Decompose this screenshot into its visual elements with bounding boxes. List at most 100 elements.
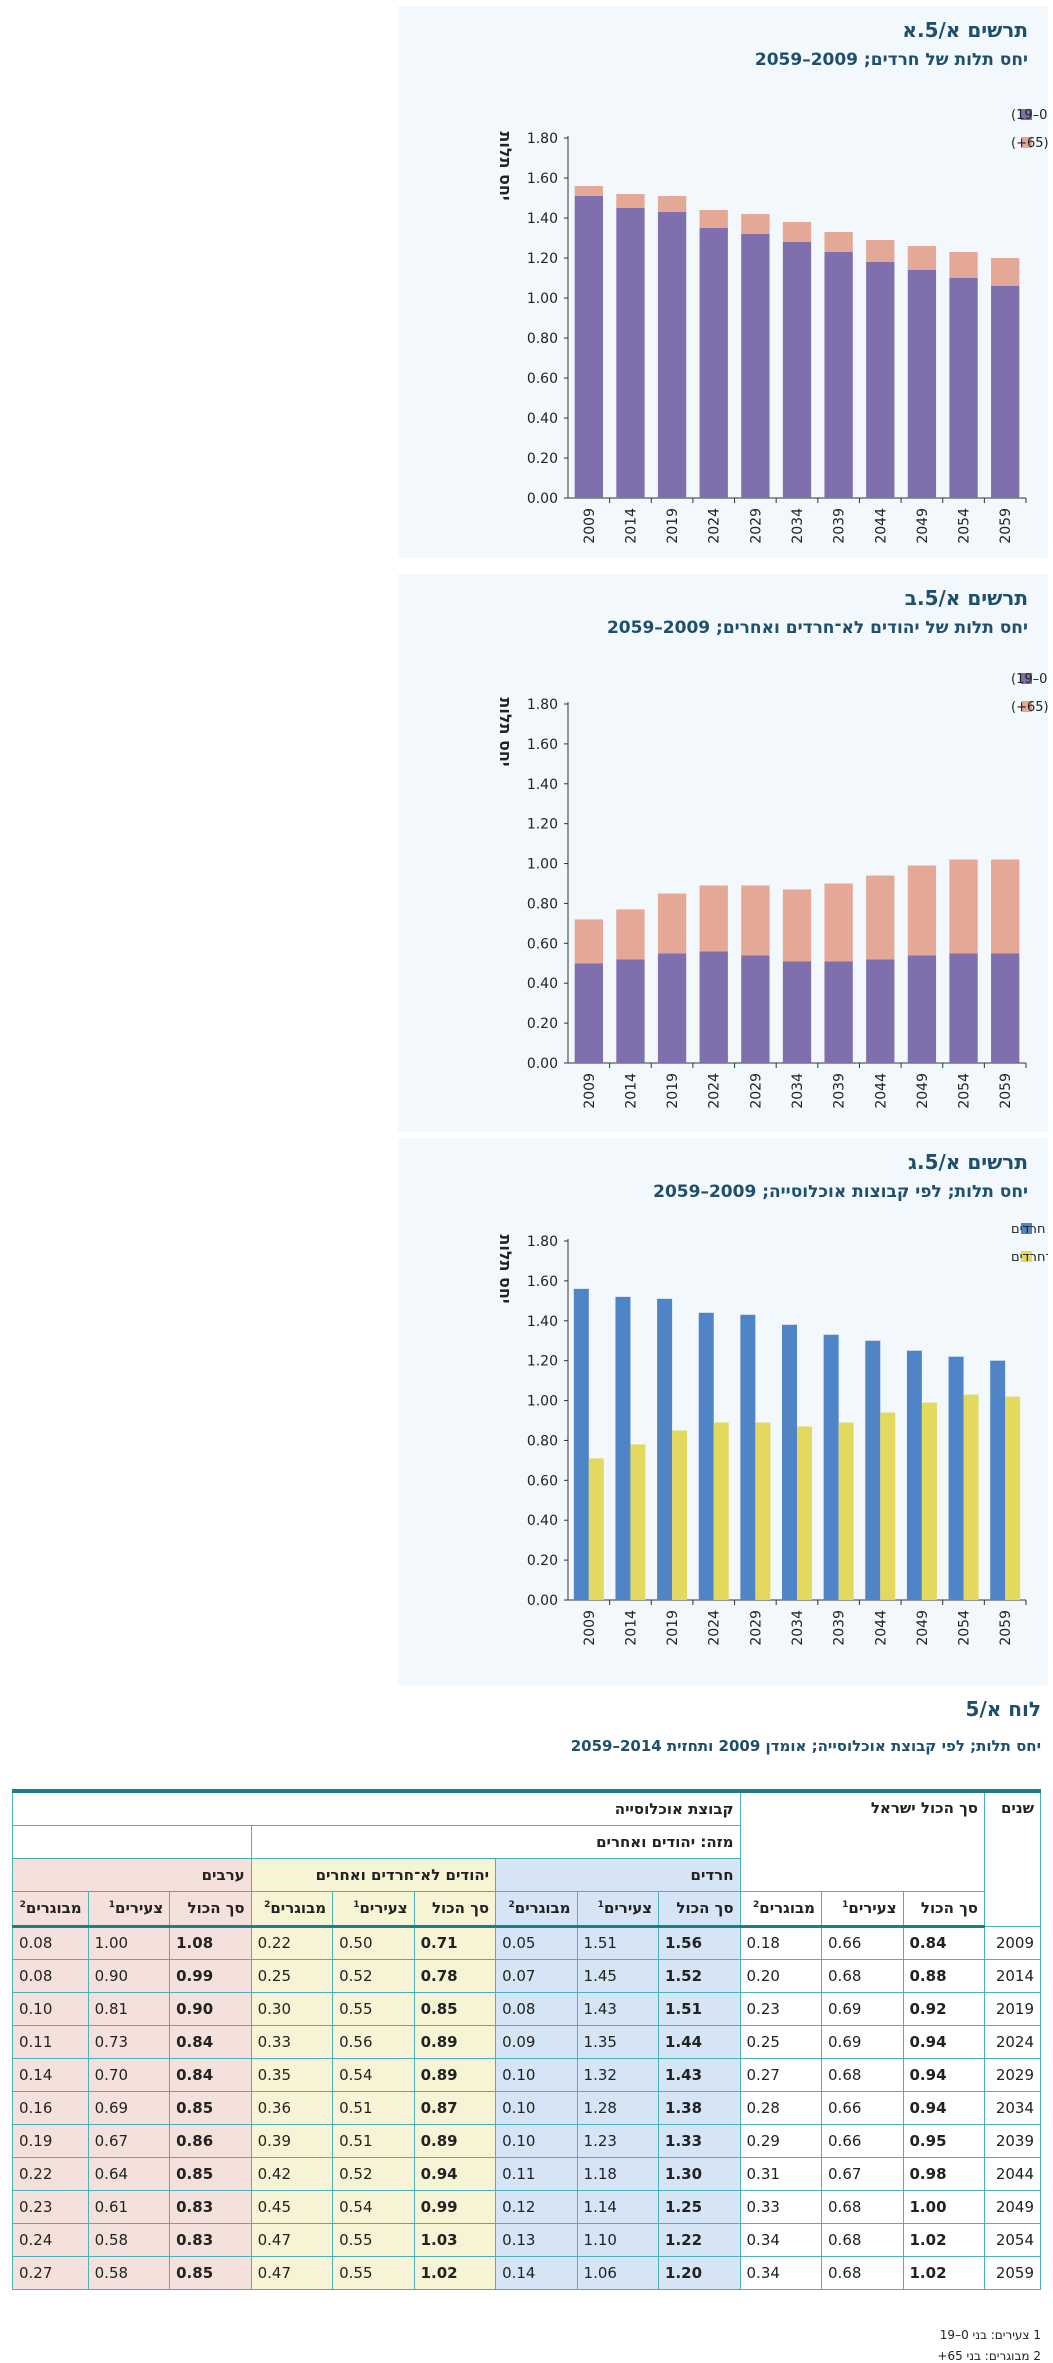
value-cell: 0.34: [739, 2222, 823, 2257]
value-cell: 0.30: [250, 1991, 334, 2026]
subheader-old: מבוגרים2: [495, 1890, 578, 1928]
value-cell: 0.61: [87, 2189, 171, 2224]
value-cell: 0.52: [332, 2156, 415, 2191]
value-cell: 0.23: [739, 1991, 823, 2026]
bar-young-2009: [574, 196, 603, 498]
y-tick-label: 0.60: [527, 371, 558, 387]
bar-young-2059: [991, 953, 1020, 1063]
value-cell: 0.69: [87, 2090, 171, 2125]
bar-young-2024: [699, 951, 728, 1063]
y-tick-label: 1.20: [527, 817, 558, 833]
value-cell: 0.84: [169, 2024, 252, 2059]
value-cell: 0.25: [739, 2024, 823, 2059]
bar-series1-2029: [740, 1314, 756, 1600]
value-cell: 0.08: [495, 1991, 578, 2026]
bar-series2-2019: [672, 1430, 688, 1600]
value-cell: 0.13: [495, 2222, 578, 2257]
value-cell: 0.85: [169, 2255, 252, 2290]
x-tick-label: 2054: [957, 1610, 973, 1646]
bar-young-2039: [824, 252, 853, 498]
year-cell: 2009: [983, 1925, 1042, 1960]
y-tick-label: 0.40: [527, 1513, 558, 1529]
value-cell: 0.94: [413, 2156, 497, 2191]
value-cell: 0.84: [902, 1925, 985, 1960]
bar-old-2034: [782, 222, 812, 242]
value-cell: 0.25: [250, 1958, 334, 1993]
value-cell: 0.51: [332, 2123, 415, 2158]
value-cell: 0.19: [12, 2123, 89, 2158]
value-cell: 0.89: [413, 2024, 497, 2059]
bar-young-2014: [616, 208, 645, 498]
value-cell: 0.70: [87, 2057, 171, 2092]
footnote-marker: 2: [753, 1900, 760, 1910]
x-tick-label: 2024: [707, 508, 723, 544]
table-row: 2009 0.84 0.66 0.18 1.56 1.51 0.05 0.71 0.50 0.22…: [12, 1925, 1042, 1960]
table-title: לוח א/5: [965, 1697, 1041, 1721]
table-subtitle: יחס תלות; לפי קבוצת אוכלוסייה; אומדן 200…: [570, 1737, 1041, 1755]
y-tick-label: 0.20: [527, 1553, 558, 1569]
data-table: שנים סך הכול ישראל קבוצת אוכלוסייה מזה: …: [12, 1789, 1042, 2290]
bar-series1-2019: [657, 1298, 673, 1600]
bar-young-2044: [866, 959, 895, 1063]
table-row: 2019 0.92 0.69 0.23 1.51 1.43 0.08 0.85 0.55 0.30…: [12, 1991, 1042, 2026]
bar-old-2014: [616, 909, 645, 960]
footnote-marker: 1: [353, 1900, 360, 1910]
subheader-total: סך הכול: [413, 1890, 497, 1928]
y-tick-label: 0.40: [527, 976, 558, 992]
y-axis-label: יחס תלות: [496, 1234, 515, 1303]
value-cell: 0.39: [250, 2123, 334, 2158]
year-cell: 2054: [983, 2222, 1042, 2257]
value-cell: 1.02: [413, 2255, 497, 2290]
x-tick-label: 2029: [748, 1073, 764, 1109]
value-cell: 0.89: [413, 2057, 497, 2092]
header-blank: [12, 1824, 252, 1858]
value-cell: 0.08: [12, 1958, 89, 1993]
value-cell: 0.89: [413, 2123, 497, 2158]
value-cell: 1.20: [658, 2255, 741, 2290]
bar-series1-2044: [865, 1340, 881, 1600]
year-cell: 2039: [983, 2123, 1042, 2158]
y-tick-label: 0.80: [527, 1433, 558, 1449]
y-tick-label: 0.60: [527, 936, 558, 952]
value-cell: 0.83: [169, 2189, 252, 2224]
value-cell: 1.00: [87, 1925, 171, 1960]
value-cell: 0.45: [250, 2189, 334, 2224]
bar-series2-2039: [838, 1422, 854, 1600]
value-cell: 0.54: [332, 2189, 415, 2224]
bar-old-2039: [824, 883, 853, 962]
header-non-haredi: יהודים לא־חרדים ואחרים: [250, 1857, 497, 1892]
value-cell: 0.22: [250, 1925, 334, 1960]
bar-young-2054: [949, 953, 978, 1063]
x-tick-label: 2014: [623, 1073, 639, 1109]
x-tick-label: 2024: [707, 1610, 723, 1646]
y-tick-label: 0.20: [527, 1016, 558, 1032]
bar-old-2059: [991, 258, 1020, 286]
table-body: 2009 0.84 0.66 0.18 1.56 1.51 0.05 0.71 0.50 0.22…: [12, 1925, 1042, 2290]
legend-swatch: [1021, 701, 1032, 712]
legend-label: מבוגרים (65+): [1011, 136, 1048, 151]
x-tick-label: 2019: [665, 1610, 681, 1646]
bar-series1-2014: [615, 1296, 631, 1600]
value-cell: 0.42: [250, 2156, 334, 2191]
bar-series2-2009: [588, 1458, 604, 1600]
value-cell: 1.28: [576, 2090, 660, 2125]
bar-series2-2024: [713, 1422, 729, 1600]
y-axis-label: יחס תלות: [496, 131, 515, 200]
value-cell: 1.23: [576, 2123, 660, 2158]
value-cell: 1.32: [576, 2057, 660, 2092]
subheader-young: צעירים1: [576, 1890, 660, 1928]
year-cell: 2029: [983, 2057, 1042, 2092]
bar-young-2019: [657, 953, 687, 1063]
chart-a: 0.00 0.20 0.40 0.60 0.80 1.00 1.20 1.40 1.60 1.80…: [496, 108, 1048, 544]
year-cell: 2049: [983, 2189, 1042, 2224]
value-cell: 0.84: [169, 2057, 252, 2092]
y-tick-label: 1.00: [527, 857, 558, 873]
chart-b: 0.00 0.20 0.40 0.60 0.80 1.00 1.20 1.40 1.60 1.80…: [496, 672, 1048, 1109]
value-cell: 0.55: [332, 1991, 415, 2026]
value-cell: 1.02: [902, 2222, 985, 2257]
value-cell: 0.36: [250, 2090, 334, 2125]
value-cell: 0.87: [413, 2090, 497, 2125]
bar-series2-2059: [1005, 1396, 1021, 1600]
chart-panel-a: תרשים א/5.א יחס תלות של חרדים; 2009–2059…: [398, 6, 1048, 558]
x-tick-label: 2049: [915, 1073, 931, 1109]
